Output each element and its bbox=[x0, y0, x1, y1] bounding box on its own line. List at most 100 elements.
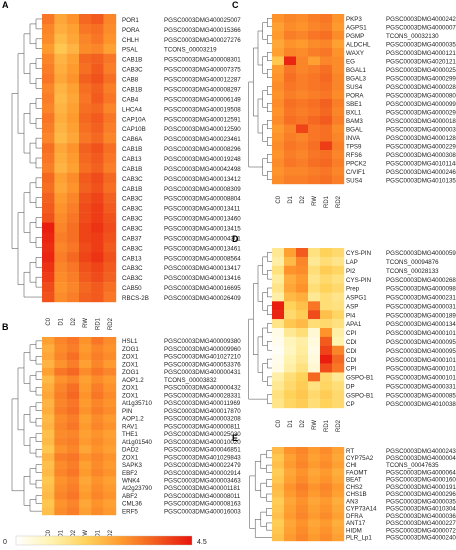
heatmap-cell bbox=[284, 490, 297, 498]
heatmap-cell bbox=[66, 73, 80, 84]
heatmap-cell bbox=[296, 372, 309, 382]
row-id-label: PGSC0003DMG400008091 bbox=[386, 92, 456, 99]
heatmap-cell bbox=[91, 344, 104, 353]
heatmap-cell bbox=[320, 519, 333, 527]
heatmap-cell bbox=[296, 301, 309, 311]
heatmap-cell bbox=[332, 248, 345, 258]
row-id-label: PGSC0003DMG400042498 bbox=[164, 166, 241, 173]
row-gene-label: CAB50 bbox=[122, 285, 142, 292]
heatmap-cell bbox=[308, 475, 321, 484]
heatmap-cell bbox=[308, 354, 321, 364]
row-gene-label: SBE1 bbox=[346, 101, 362, 108]
heatmap-cell bbox=[54, 232, 67, 243]
heatmap-cell bbox=[54, 337, 67, 345]
heatmap-cell bbox=[332, 14, 345, 23]
heatmap-cell bbox=[320, 345, 333, 355]
heatmap-cell bbox=[54, 360, 67, 369]
legend-color-bar bbox=[15, 535, 193, 546]
heatmap-cell bbox=[103, 499, 117, 508]
row-gene-label: CYS-PIN bbox=[346, 277, 371, 284]
row-gene-label: CAB13 bbox=[122, 156, 142, 163]
heatmap-cell bbox=[42, 292, 55, 303]
row-id-label: PGSC0003DMG400006448 bbox=[386, 469, 456, 476]
row-id-label: PGSC0003DMG400023461 bbox=[164, 136, 241, 143]
heatmap-cell bbox=[296, 475, 309, 484]
row-gene-label: BEAT bbox=[346, 477, 362, 484]
heatmap-cell bbox=[284, 158, 297, 168]
heatmap-cell bbox=[296, 468, 309, 477]
heatmap-cell bbox=[296, 73, 309, 83]
heatmap-cell bbox=[79, 468, 92, 477]
heatmap-cell bbox=[284, 504, 297, 513]
column-label: D1 bbox=[288, 195, 294, 203]
heatmap-cell bbox=[42, 414, 55, 423]
heatmap-cell bbox=[308, 248, 321, 258]
row-id-label: PGSC0003DMG400003605 bbox=[386, 513, 456, 520]
heatmap-cell bbox=[79, 192, 92, 203]
heatmap-cell bbox=[332, 372, 345, 382]
heatmap-cell bbox=[320, 158, 333, 168]
heatmap-cell bbox=[320, 150, 333, 159]
row-gene-label: CAB13 bbox=[122, 255, 142, 262]
heatmap-cell bbox=[91, 133, 104, 144]
heatmap-cell bbox=[91, 202, 104, 213]
heatmap-cell bbox=[54, 292, 67, 303]
heatmap-cell bbox=[91, 153, 104, 164]
heatmap-cell bbox=[320, 363, 333, 373]
heatmap-cell bbox=[308, 490, 321, 498]
heatmap-cell bbox=[272, 490, 285, 498]
row-id-label: PGSC0003DMG401013546 bbox=[386, 177, 456, 184]
row-id-label: PGSC0003DMG400024220 bbox=[386, 16, 456, 23]
heatmap-cell bbox=[66, 103, 80, 114]
heatmap-cell bbox=[103, 453, 117, 462]
column-label: RW bbox=[312, 420, 318, 430]
heatmap-cell bbox=[308, 292, 321, 302]
heatmap-cell bbox=[79, 123, 92, 134]
heatmap-cell bbox=[284, 399, 297, 409]
heatmap-cell bbox=[66, 202, 80, 213]
heatmap-cell bbox=[54, 460, 67, 469]
row-gene-label: PGMP bbox=[346, 33, 364, 40]
row-gene-label: CAB3C bbox=[122, 67, 143, 74]
heatmap-cell bbox=[308, 310, 321, 320]
heatmap-cell bbox=[54, 484, 67, 492]
heatmap-cell bbox=[272, 447, 285, 455]
heatmap-cell bbox=[320, 48, 333, 57]
heatmap-cell bbox=[54, 53, 67, 64]
heatmap-cell bbox=[66, 162, 80, 174]
heatmap-cell bbox=[54, 242, 67, 253]
row-id-label: PGSC0003DMG400019248 bbox=[164, 156, 241, 163]
heatmap-cell bbox=[320, 328, 333, 338]
row-id-label: PGSC0003DMG400008564 bbox=[164, 255, 241, 262]
heatmap-cell bbox=[284, 150, 297, 159]
row-gene-label: CP bbox=[346, 401, 355, 408]
heatmap-cell bbox=[284, 292, 297, 302]
heatmap-cell bbox=[79, 133, 92, 144]
row-id-label: PGSC0003DMG400019508 bbox=[164, 106, 241, 113]
row-gene-label: ZOX1 bbox=[122, 392, 139, 399]
heatmap-cell bbox=[308, 14, 321, 23]
column-label: D1 bbox=[59, 529, 65, 537]
heatmap-cell bbox=[54, 344, 67, 353]
heatmap-cell bbox=[332, 447, 345, 455]
heatmap-cell bbox=[320, 107, 333, 117]
heatmap-cell bbox=[54, 491, 67, 500]
row-id-label: PGSC0003DMG400000431 bbox=[164, 369, 241, 376]
heatmap-cell bbox=[42, 422, 55, 431]
heatmap-cell bbox=[79, 391, 92, 400]
heatmap-cell bbox=[296, 447, 309, 455]
row-id-label: PGSC0003DMG400013417 bbox=[164, 265, 241, 272]
row-gene-label: DAD2 bbox=[122, 447, 139, 454]
row-gene-label: AOP1.2 bbox=[122, 416, 144, 423]
row-id-label: PGSC0003DMG400013439 bbox=[386, 321, 456, 328]
heatmap-cell bbox=[54, 468, 67, 477]
heatmap-cell bbox=[79, 491, 92, 500]
heatmap-cell bbox=[66, 422, 80, 431]
row-id-label: PGSC0003DMG400012287 bbox=[164, 77, 241, 84]
heatmap-cell bbox=[103, 375, 117, 384]
row-id-label: PGSC0003DMG400005950 bbox=[386, 250, 456, 257]
heatmap-cell bbox=[320, 354, 333, 364]
heatmap-cell bbox=[320, 99, 333, 108]
row-gene-label: PI2 bbox=[346, 268, 356, 275]
heatmap-cell bbox=[91, 222, 104, 233]
